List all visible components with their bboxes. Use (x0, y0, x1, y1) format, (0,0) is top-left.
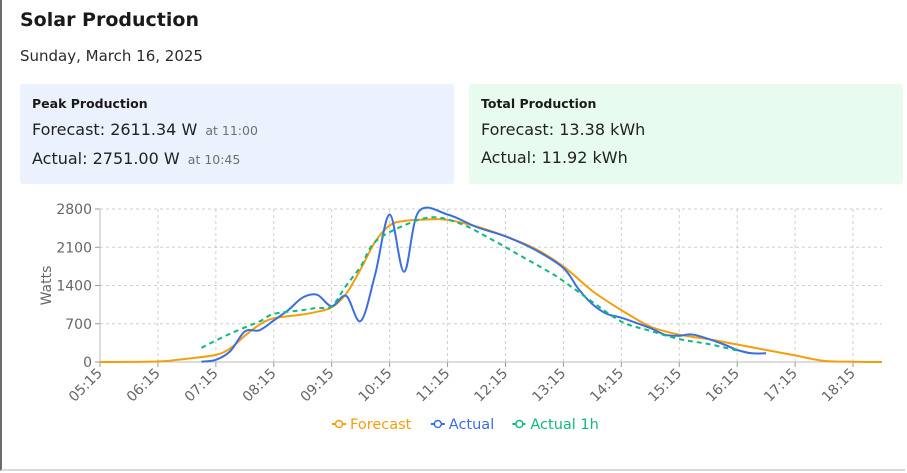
peak-production-heading: Peak Production (32, 96, 148, 111)
peak-forecast-time: at 11:00 (205, 123, 258, 138)
total-forecast-value: 13.38 kWh (559, 120, 646, 139)
x-tick-label: 16:15 (703, 366, 743, 406)
legend-swatch-marker (433, 419, 443, 429)
total-actual-value: 11.92 kWh (541, 148, 628, 167)
peak-actual-label: Actual: (32, 149, 88, 168)
y-tick-label: 0 (83, 355, 92, 371)
series-line (99, 218, 883, 363)
total-actual-line: Actual: 11.92 kWh (481, 144, 891, 172)
x-tick-label: 06:15 (124, 366, 164, 406)
series-line (200, 216, 738, 352)
peak-forecast-line: Forecast: 2611.34 W at 11:00 (32, 116, 442, 145)
total-forecast-label: Forecast: (481, 120, 555, 139)
x-tick-label: 10:15 (356, 366, 396, 406)
legend-swatch-marker (334, 419, 344, 429)
y-tick-label: 2100 (56, 240, 92, 256)
legend-item-forecast: Forecast (332, 417, 412, 433)
legend-label: Actual 1h (530, 417, 598, 433)
series-actual-1h (200, 216, 738, 352)
x-tick-label: 08:15 (240, 366, 280, 406)
total-production-heading: Total Production (481, 96, 597, 111)
x-tick-label: 12:15 (471, 366, 511, 406)
x-tick-label: 14:15 (587, 366, 627, 406)
x-tick-label: 09:15 (298, 366, 338, 406)
y-tick-label: 1400 (56, 279, 92, 295)
x-tick-label: 13:15 (529, 366, 569, 406)
peak-forecast-label: Forecast: (32, 120, 106, 139)
legend-item-actual-1h: Actual 1h (512, 417, 599, 433)
series-line (201, 206, 767, 363)
x-tick-label: 11:15 (414, 366, 454, 406)
page-title: Solar Production (20, 9, 199, 31)
peak-forecast-value: 2611.34 W (110, 120, 198, 139)
y-tick-label: 700 (65, 317, 92, 333)
x-tick-label: 05:15 (66, 366, 106, 406)
total-actual-label: Actual: (481, 148, 537, 167)
series-forecast (99, 218, 883, 363)
x-tick-label: 17:15 (761, 366, 801, 406)
total-forecast-line: Forecast: 13.38 kWh (481, 116, 891, 144)
date-label: Sunday, March 16, 2025 (20, 47, 203, 65)
total-production-panel: Total Production Forecast: 13.38 kWh Act… (469, 84, 903, 184)
legend-item-actual: Actual (430, 417, 494, 433)
legend-swatch-marker (515, 419, 524, 429)
peak-actual-value: 2751.00 W (92, 149, 180, 168)
peak-production-panel: Peak Production Forecast: 2611.34 W at 1… (20, 84, 454, 184)
x-tick-label: 15:15 (645, 366, 685, 406)
legend-label: Forecast (350, 417, 412, 433)
legend-label: Actual (449, 417, 494, 433)
y-axis-title: Watts (39, 266, 55, 306)
peak-actual-time: at 10:45 (187, 152, 241, 167)
series-actual (201, 206, 767, 363)
production-line-chart: 0 700 1400 2100 2800 05:15 06:15 07:15 08:15 09:1… (39, 202, 883, 433)
x-tick-label: 07:15 (182, 366, 222, 406)
y-tick-label: 2800 (56, 202, 92, 218)
peak-actual-line: Actual: 2751.00 W at 10:45 (32, 145, 442, 174)
x-tick-label: 18:15 (819, 366, 859, 406)
